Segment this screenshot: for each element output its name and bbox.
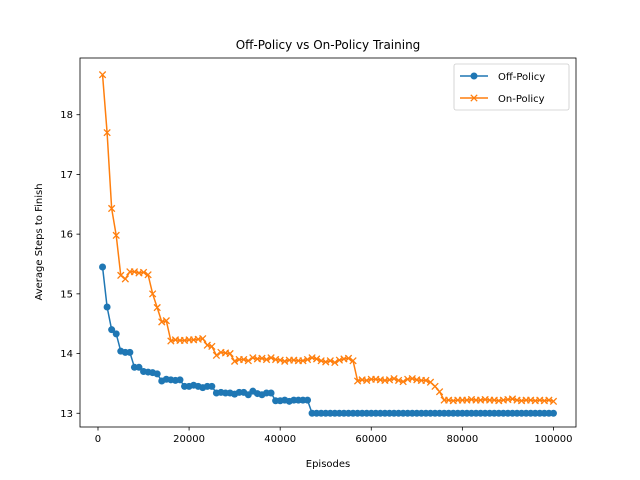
on-policy-point: [267, 354, 275, 362]
x-tick-label: 20000: [173, 434, 205, 445]
off-policy-point: [126, 348, 134, 356]
on-policy-point: [199, 334, 207, 343]
y-tick-label: 18: [60, 110, 73, 121]
off-policy-point: [267, 389, 275, 397]
on-policy-point: [162, 317, 170, 325]
legend: Off-Policy On-Policy: [453, 63, 570, 111]
on-policy-point: [331, 358, 339, 367]
on-policy-point: [107, 204, 116, 213]
on-policy-point: [139, 268, 148, 277]
on-policy-point: [349, 357, 357, 365]
legend-marker-on-policy: [470, 94, 478, 102]
on-policy-point: [212, 351, 221, 360]
on-policy-point: [312, 355, 321, 363]
legend-label-on-policy: On-Policy: [498, 94, 545, 105]
off-policy-point: [112, 330, 120, 338]
y-tick-label: 17: [60, 170, 73, 181]
on-policy-point: [208, 342, 216, 351]
series-layer: [98, 71, 558, 417]
on-policy-point: [262, 355, 271, 364]
off-policy-point: [103, 303, 111, 311]
on-policy-point: [326, 357, 334, 365]
on-policy-point: [153, 303, 161, 312]
off-policy-point: [99, 263, 107, 271]
on-policy-point: [226, 349, 234, 358]
on-policy-point: [121, 275, 129, 283]
on-policy-point: [390, 374, 398, 383]
y-axis-label: Average Steps to Finish: [34, 183, 45, 300]
x-tick-label: 100000: [534, 434, 572, 445]
on-policy-point: [399, 377, 407, 386]
x-tick-label: 80000: [446, 434, 478, 445]
plot-area: [80, 58, 576, 427]
off-policy-point: [549, 409, 557, 417]
on-policy-point: [144, 271, 152, 279]
on-policy-line: [101, 74, 554, 403]
off-policy-point: [135, 363, 143, 371]
off-policy-markers: [99, 263, 557, 417]
y-tick-label: 14: [60, 349, 73, 360]
on-policy-point: [103, 128, 111, 137]
x-tick-label: 0: [95, 434, 101, 445]
off-policy-point: [304, 396, 312, 404]
on-policy-markers: [98, 71, 558, 405]
on-policy-point: [344, 354, 353, 362]
on-policy-point: [303, 355, 312, 364]
off-policy-point: [108, 326, 116, 334]
off-policy-point: [208, 382, 216, 390]
on-policy-point: [148, 290, 157, 298]
off-policy-point: [176, 376, 184, 384]
x-tick-label: 60000: [355, 434, 387, 445]
x-tick-label: 40000: [264, 434, 296, 445]
chart-title: Off-Policy vs On-Policy Training: [236, 38, 421, 52]
on-policy-point: [112, 231, 120, 239]
off-policy-point: [153, 370, 161, 378]
on-policy-point: [244, 357, 252, 365]
y-tick-label: 13: [60, 409, 73, 420]
on-policy-point: [117, 271, 125, 279]
on-policy-point: [549, 397, 558, 405]
on-policy-point: [435, 388, 444, 396]
x-axis-label: Episodes: [306, 459, 350, 470]
legend-marker-off-policy: [470, 72, 478, 80]
y-tick-label: 16: [60, 230, 73, 241]
on-policy-point: [422, 376, 430, 385]
legend-label-off-policy: Off-Policy: [498, 72, 545, 83]
y-tick-label: 15: [60, 289, 73, 300]
axis-ticks: 0 20000 40000 60000 80000 100000 13 14 15 16 17 18: [60, 110, 572, 445]
on-policy-point: [230, 357, 239, 365]
on-policy-point: [98, 71, 107, 79]
plot-frame: [79, 57, 577, 428]
